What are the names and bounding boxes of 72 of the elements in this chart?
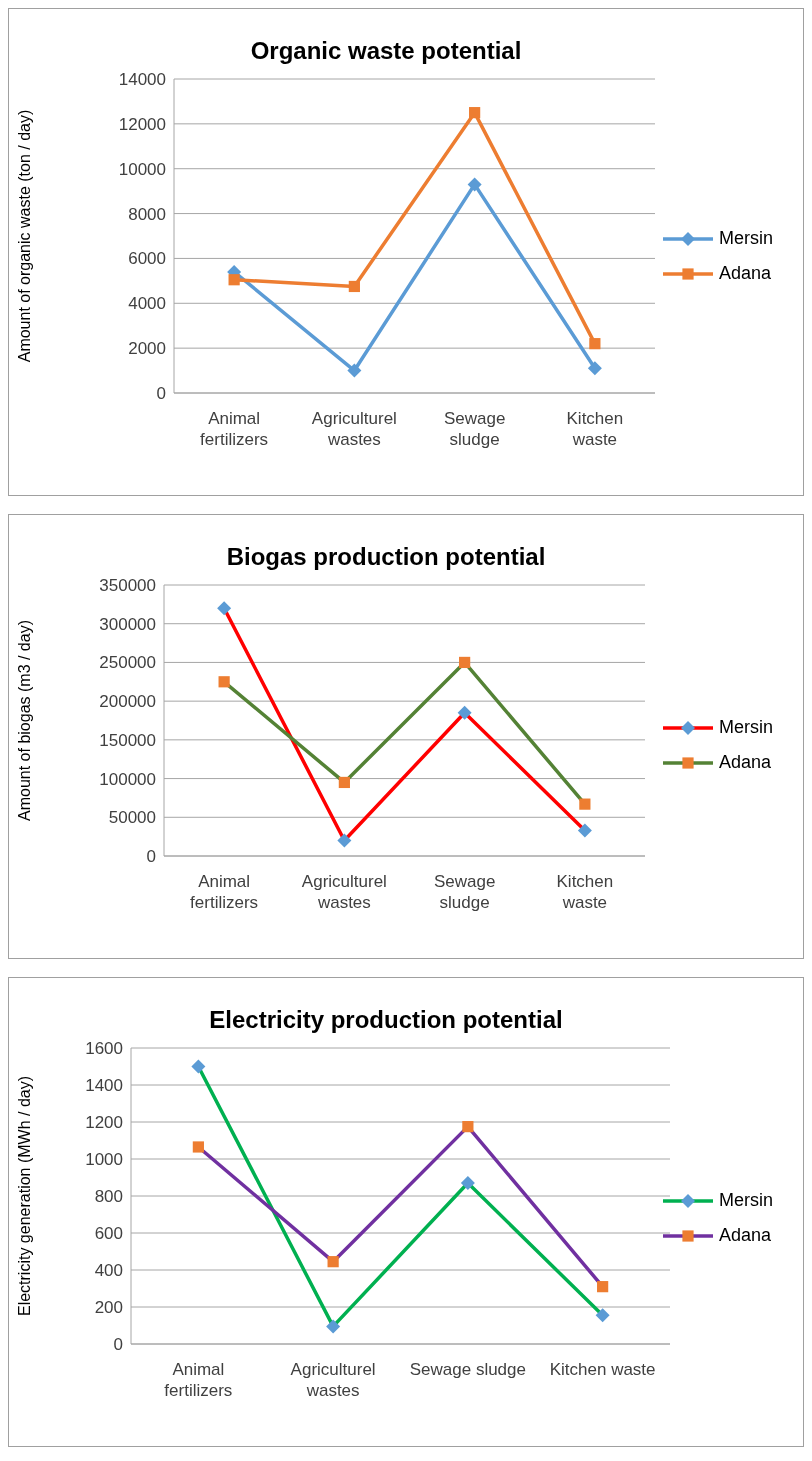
- y-tick-label: 800: [94, 1187, 123, 1207]
- point: [338, 776, 350, 789]
- x-tick-label: Kitchen waste: [549, 1360, 656, 1380]
- y-tick-label: 2000: [128, 339, 166, 359]
- chart-title: Electricity production potential: [208, 1006, 564, 1034]
- y-tick-label: 200: [94, 1298, 123, 1318]
- x-tick-label: Animal fertilizers: [164, 1360, 233, 1400]
- y-tick-label: 14000: [118, 70, 166, 90]
- x-tick-label: Animal fertilizers: [190, 872, 259, 912]
- legend-label: Adana: [719, 1225, 772, 1246]
- x-tick-label: Sewage sludge: [443, 409, 506, 449]
- point: [577, 823, 592, 838]
- x-tick-label: Agriculturel wastes: [311, 409, 397, 449]
- y-tick-label: 600: [94, 1224, 123, 1244]
- y-tick-label: 8000: [128, 204, 166, 224]
- legend-label: Adana: [719, 263, 772, 285]
- point: [348, 280, 360, 293]
- y-tick-label: 4000: [128, 294, 166, 314]
- point: [326, 1319, 341, 1334]
- y-tick-label: 300000: [99, 614, 156, 634]
- point: [457, 705, 472, 720]
- point: [587, 361, 602, 376]
- legend-label: Mersin: [719, 228, 774, 250]
- y-tick-label: 1600: [85, 1039, 123, 1059]
- point: [192, 1141, 204, 1153]
- point: [327, 1256, 339, 1268]
- point: [218, 676, 230, 688]
- legend-label: Mersin: [719, 1190, 774, 1211]
- point: [228, 274, 240, 286]
- point: [595, 1308, 610, 1323]
- y-tick-label: 200000: [99, 692, 156, 712]
- y-tick-label: 1000: [85, 1150, 123, 1170]
- x-tick-label: Agriculturel wastes: [301, 872, 387, 912]
- x-tick-label: Sewage sludge: [433, 872, 496, 912]
- point: [597, 1281, 609, 1293]
- y-axis-title: Electricity generation (MWh / day): [15, 1075, 33, 1317]
- legend-label: Adana: [719, 752, 772, 773]
- point: [462, 1121, 474, 1133]
- y-tick-label: 0: [113, 1335, 123, 1355]
- x-tick-label: Agriculturel wastes: [290, 1360, 376, 1400]
- x-tick-label: Animal fertilizers: [200, 409, 269, 449]
- y-axis-title: Amount of biogas (m3 / day): [15, 620, 33, 821]
- chart-title: Biogas production potential: [225, 543, 547, 571]
- point: [589, 338, 601, 350]
- y-tick-label: 1200: [85, 1113, 123, 1133]
- point: [347, 363, 362, 378]
- y-tick-label: 0: [156, 384, 166, 404]
- y-tick-label: 250000: [99, 653, 156, 673]
- x-tick-label: Sewage sludge: [409, 1360, 527, 1380]
- point: [459, 656, 471, 669]
- point: [460, 1176, 475, 1191]
- y-tick-label: 0: [146, 847, 156, 867]
- y-tick-label: 150000: [99, 730, 156, 750]
- y-tick-label: 1400: [85, 1076, 123, 1096]
- y-tick-label: 100000: [99, 769, 156, 789]
- point: [191, 1059, 206, 1074]
- point: [217, 601, 232, 616]
- point: [337, 833, 352, 848]
- y-axis-title: Amount of organic waste (ton / day): [15, 109, 33, 363]
- y-tick-label: 12000: [118, 114, 166, 134]
- y-tick-label: 50000: [108, 808, 156, 828]
- point: [579, 798, 591, 810]
- legend-label: Mersin: [719, 717, 774, 738]
- x-tick-label: Kitchen waste: [566, 409, 624, 449]
- point: [469, 107, 481, 119]
- y-tick-label: 6000: [128, 249, 166, 269]
- y-tick-label: 350000: [99, 576, 156, 596]
- y-tick-label: 10000: [118, 159, 166, 179]
- y-tick-label: 400: [94, 1261, 123, 1281]
- chart-title: Organic waste potential: [249, 37, 523, 65]
- point: [467, 177, 482, 192]
- x-tick-label: Kitchen waste: [556, 872, 614, 912]
